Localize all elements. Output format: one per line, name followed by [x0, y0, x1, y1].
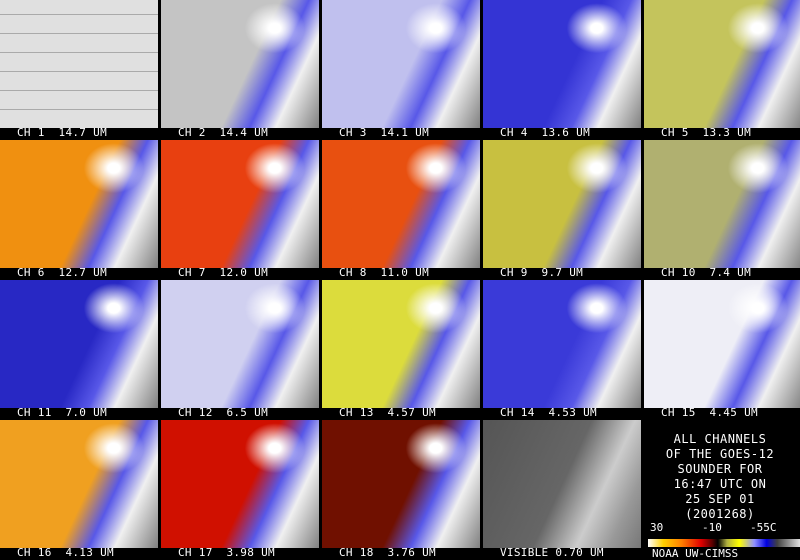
channel-label: CH 12 6.5 UM	[178, 406, 268, 419]
scale-label: 30	[650, 521, 664, 534]
channel-label: CH 10 7.4 UM	[661, 266, 751, 279]
scale-label: -55C	[750, 521, 777, 534]
info-text: SOUNDER FOR	[677, 462, 763, 476]
channel-label: CH 15 4.45 UM	[661, 406, 758, 419]
credit: NOAA UW-CIMSS	[652, 547, 739, 560]
satellite-image	[0, 140, 158, 268]
channel-label: CH 4 13.6 UM	[500, 126, 590, 139]
info-text: (2001268)	[685, 507, 755, 521]
channel-label: CH 8 11.0 UM	[339, 266, 429, 279]
scale-label: -10	[702, 521, 722, 534]
satellite-image	[161, 420, 319, 548]
channel-label: CH 1 14.7 UM	[17, 126, 107, 139]
satellite-image	[0, 420, 158, 548]
channel-label: CH 2 14.4 UM	[178, 126, 268, 139]
channel-label: CH 11 7.0 UM	[17, 406, 107, 419]
channel-label: CH 6 12.7 UM	[17, 266, 107, 279]
info-text: 25 SEP 01	[685, 492, 755, 506]
channel-label: CH 9 9.7 UM	[500, 266, 584, 279]
satellite-image	[483, 140, 641, 268]
satellite-image	[483, 0, 641, 128]
satellite-image	[322, 420, 480, 548]
satellite-image	[322, 140, 480, 268]
satellite-image	[161, 0, 319, 128]
channel-label: CH 7 12.0 UM	[178, 266, 268, 279]
satellite-image	[322, 0, 480, 128]
satellite-image	[0, 280, 158, 408]
satellite-image	[644, 0, 800, 128]
satellite-image	[0, 0, 158, 128]
channel-label: VISIBLE 0.70 UM	[500, 546, 604, 559]
channel-label: CH 17 3.98 UM	[178, 546, 275, 559]
satellite-image	[483, 280, 641, 408]
channel-label: CH 13 4.57 UM	[339, 406, 436, 419]
satellite-image	[161, 140, 319, 268]
satellite-image	[644, 140, 800, 268]
satellite-image	[483, 420, 641, 548]
satellite-image	[161, 280, 319, 408]
channel-label: CH 3 14.1 UM	[339, 126, 429, 139]
color-scale-bar	[648, 539, 800, 547]
channel-label: CH 18 3.76 UM	[339, 546, 436, 559]
satellite-image	[322, 280, 480, 408]
channel-label: CH 14 4.53 UM	[500, 406, 597, 419]
info-text: ALL CHANNELS	[673, 432, 767, 446]
info-text: OF THE GOES-12	[665, 447, 775, 461]
channel-label: CH 5 13.3 UM	[661, 126, 751, 139]
channel-label: CH 16 4.13 UM	[17, 546, 114, 559]
satellite-image	[644, 280, 800, 408]
info-text: 16:47 UTC ON	[673, 477, 767, 491]
